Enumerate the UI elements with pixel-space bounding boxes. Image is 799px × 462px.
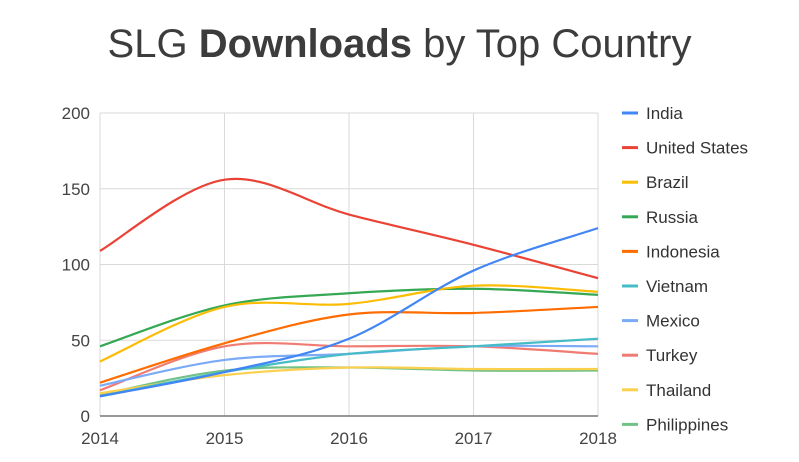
legend-label: Indonesia xyxy=(646,242,720,261)
y-tick-label: 150 xyxy=(62,180,90,199)
title-bold: Downloads xyxy=(198,22,413,66)
legend-label: United States xyxy=(646,139,748,158)
legend-label: Thailand xyxy=(646,381,711,400)
legend-label: Brazil xyxy=(646,173,689,192)
x-tick-label: 2015 xyxy=(206,429,244,448)
title-pre: SLG xyxy=(107,22,199,66)
legend-label: Philippines xyxy=(646,415,728,434)
legend-label: Russia xyxy=(646,208,699,227)
x-tick-label: 2016 xyxy=(330,429,368,448)
legend-label: India xyxy=(646,104,683,123)
series-line-turkey xyxy=(99,341,599,392)
y-tick-label: 100 xyxy=(62,256,90,275)
series-line-india xyxy=(99,227,599,398)
x-tick-label: 2017 xyxy=(455,429,493,448)
y-tick-label: 50 xyxy=(71,331,90,350)
chart-title: SLG Downloads by Top Country xyxy=(0,22,799,67)
legend-label: Vietnam xyxy=(646,277,708,296)
series-line-brazil xyxy=(99,284,599,363)
x-tick-label: 2018 xyxy=(579,429,617,448)
x-tick-label: 2014 xyxy=(81,429,119,448)
series-line-russia xyxy=(99,287,599,348)
y-tick-label: 200 xyxy=(62,104,90,123)
series-line-indonesia xyxy=(99,305,599,384)
y-tick-label: 0 xyxy=(81,407,90,426)
legend-label: Mexico xyxy=(646,312,700,331)
legend-label: Turkey xyxy=(646,346,698,365)
title-post: by Top Country xyxy=(412,22,692,66)
